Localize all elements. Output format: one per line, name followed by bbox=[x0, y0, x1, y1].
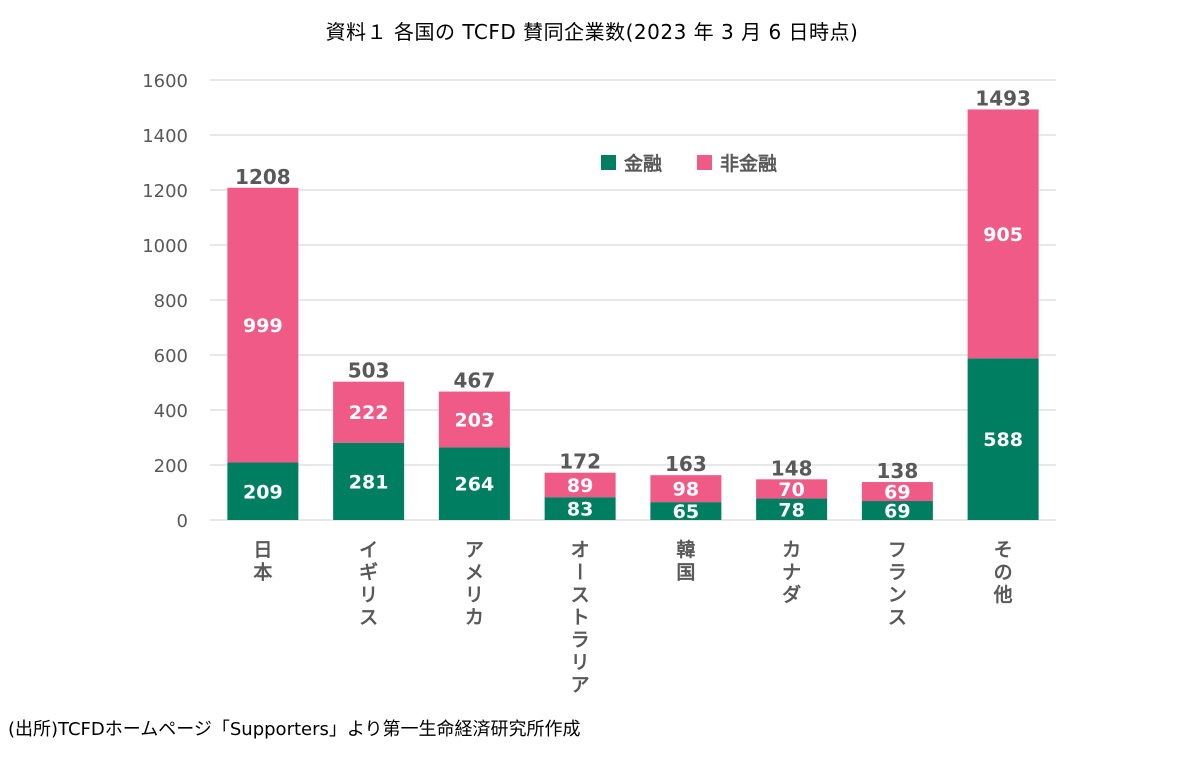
category-char: カ bbox=[465, 607, 484, 629]
segment-value-label: 203 bbox=[455, 409, 495, 431]
category-char: ナ bbox=[782, 562, 801, 584]
category-char: の bbox=[994, 562, 1013, 584]
category-char: ア bbox=[465, 539, 484, 561]
bars bbox=[227, 109, 1039, 520]
segment-value-label: 281 bbox=[349, 471, 389, 493]
category-label: カナダ bbox=[782, 539, 801, 606]
category-char: メ bbox=[465, 562, 484, 584]
category-char: ー bbox=[568, 562, 590, 581]
total-value-label: 163 bbox=[665, 452, 707, 476]
category-label: 韓国 bbox=[676, 538, 695, 584]
y-tick-label: 1000 bbox=[142, 236, 188, 257]
category-char: カ bbox=[782, 539, 801, 561]
y-tick-label: 1400 bbox=[142, 126, 188, 147]
total-value-label: 503 bbox=[348, 359, 390, 383]
category-char: 国 bbox=[676, 562, 695, 584]
segment-value-label: 999 bbox=[243, 315, 283, 337]
category-char: ダ bbox=[782, 583, 801, 606]
chart-title: 資料１ 各国の TCFD 賛同企業数(2023 年 3 月 6 日時点) bbox=[325, 20, 859, 44]
segment-value-label: 69 bbox=[884, 501, 910, 523]
legend-label: 金融 bbox=[623, 152, 662, 175]
bar-segment-non-financial bbox=[227, 187, 299, 463]
segment-value-label: 905 bbox=[983, 224, 1023, 246]
bar-segment-financial bbox=[544, 497, 616, 520]
y-tick-label: 600 bbox=[154, 346, 188, 367]
category-char: 日 bbox=[253, 539, 272, 561]
category-char: イ bbox=[359, 539, 378, 561]
category-char: 他 bbox=[993, 583, 1013, 606]
category-char: ア bbox=[571, 674, 590, 696]
bar-segment-financial bbox=[227, 462, 299, 520]
bar-segment-financial bbox=[438, 447, 510, 520]
legend-label: 非金融 bbox=[720, 152, 777, 175]
category-char: フ bbox=[888, 539, 907, 561]
bar-segment-non-financial bbox=[438, 391, 510, 448]
segment-value-label: 83 bbox=[567, 499, 593, 521]
bar-segment-financial bbox=[650, 502, 722, 520]
category-char: ギ bbox=[359, 562, 378, 584]
total-value-label: 138 bbox=[877, 459, 919, 483]
category-char: リ bbox=[359, 584, 378, 606]
bar-segment-non-financial bbox=[333, 381, 405, 443]
bar-segment-financial bbox=[333, 442, 405, 520]
category-char: ス bbox=[571, 584, 590, 606]
y-tick-label: 800 bbox=[154, 291, 188, 312]
total-value-label: 1208 bbox=[235, 165, 291, 189]
y-tick-label: 400 bbox=[154, 401, 188, 422]
segment-value-label: 69 bbox=[884, 482, 910, 504]
y-tick-label: 0 bbox=[177, 511, 188, 532]
segment-value-label: 89 bbox=[567, 475, 593, 497]
bar-segment-financial bbox=[967, 358, 1039, 520]
stacked-bar-chart: 0 200 400 600 800 1000 1200 1400 1600 209 999 1208… bbox=[142, 71, 1056, 696]
bar-segment-financial bbox=[756, 498, 828, 520]
legend-swatch-financial bbox=[601, 155, 616, 170]
bar-segment-non-financial bbox=[756, 479, 828, 499]
total-value-label: 1493 bbox=[975, 86, 1031, 110]
category-char: 本 bbox=[253, 561, 272, 584]
segment-value-label: 222 bbox=[349, 402, 389, 424]
bar-segment-non-financial bbox=[967, 109, 1039, 359]
segment-value-label: 264 bbox=[455, 474, 495, 496]
total-value-label: 148 bbox=[771, 456, 813, 480]
bar-segment-non-financial bbox=[861, 482, 933, 502]
category-char: リ bbox=[571, 652, 590, 674]
y-tick-label: 1200 bbox=[142, 181, 188, 202]
category-char: そ bbox=[994, 539, 1013, 561]
y-tick-label: 200 bbox=[154, 456, 188, 477]
total-value-label: 172 bbox=[559, 450, 601, 474]
bar-segment-non-financial bbox=[650, 475, 722, 503]
category-char: ン bbox=[888, 584, 907, 606]
category-label: その他 bbox=[993, 539, 1013, 606]
bar-segment-financial bbox=[861, 501, 933, 520]
segment-value-label: 65 bbox=[673, 501, 699, 523]
bar-segment-non-financial bbox=[544, 472, 616, 498]
y-axis-ticks: 0 200 400 600 800 1000 1200 1400 1600 bbox=[142, 71, 188, 532]
category-char: ス bbox=[359, 607, 378, 629]
category-char: リ bbox=[465, 584, 484, 606]
source-note: (出所)TCFDホームページ「Supporters」より第一生命経済研究所作成 bbox=[8, 719, 581, 740]
segment-value-label: 78 bbox=[778, 499, 804, 521]
category-char: ス bbox=[888, 607, 907, 629]
category-label: 日本 bbox=[253, 539, 272, 584]
segment-value-label: 209 bbox=[243, 481, 283, 503]
segment-value-label: 588 bbox=[983, 429, 1023, 451]
category-char: 韓 bbox=[676, 538, 695, 561]
total-value-label: 467 bbox=[454, 369, 496, 393]
category-char: ラ bbox=[888, 562, 907, 584]
segment-value-label: 98 bbox=[673, 479, 699, 501]
category-char: オ bbox=[571, 539, 590, 561]
legend-swatch-non-financial bbox=[697, 155, 712, 170]
category-char: ラ bbox=[571, 629, 590, 651]
segment-value-label: 70 bbox=[778, 479, 804, 501]
y-tick-label: 1600 bbox=[142, 71, 188, 92]
category-char: ト bbox=[571, 607, 590, 629]
legend: 金融 非金融 bbox=[601, 152, 777, 175]
